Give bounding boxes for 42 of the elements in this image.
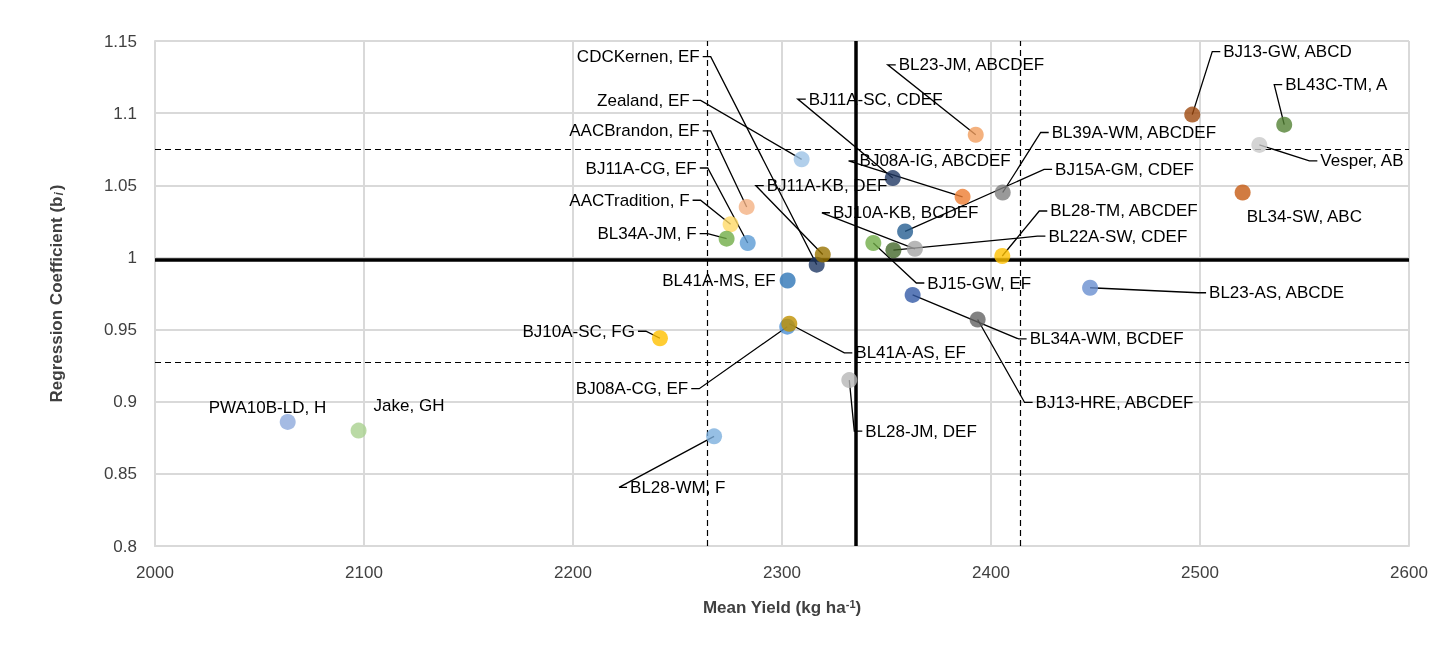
y-tick-label: 0.85	[103, 464, 137, 484]
annotation: BJ15A-GM, CDEF	[1055, 159, 1194, 179]
annotation: BL28-WM, F	[630, 477, 726, 497]
annotation: BJ15-GW, EF	[927, 273, 1032, 293]
y-axis-title: Regression Coefficient (bi)	[47, 184, 66, 403]
annotation: BL41A-MS, EF	[662, 271, 776, 291]
y-tick-label: 0.95	[103, 320, 137, 340]
y-tick-label: 1	[127, 247, 137, 267]
annotation: BL43C-TM, A	[1285, 75, 1388, 95]
annotation: Vesper, AB	[1320, 151, 1404, 171]
annotation: AACBrandon, EF	[569, 121, 700, 141]
annotation: BL28-TM, ABCDEF	[1050, 201, 1198, 221]
annotation: BL34-SW, ABC	[1246, 207, 1362, 226]
annotation: BJ10A-SC, FG	[522, 321, 635, 341]
annotation: BL39A-WM, ABCDEF	[1051, 123, 1217, 142]
annotation: BJ11A-CG, EF	[585, 158, 697, 178]
annotation: PWA10B-LD, H	[208, 398, 327, 418]
y-tick-label: 1.1	[113, 103, 137, 123]
x-tick-label: 2300	[763, 563, 801, 582]
y-tick-label: 0.8	[113, 536, 137, 556]
annotation: Zealand, EF	[597, 90, 690, 110]
annotation: Jake, GH	[373, 396, 445, 416]
x-tick-label: 2200	[554, 563, 592, 582]
annotation: BL22A-SW, CDEF	[1048, 226, 1188, 246]
x-tick-label: 2000	[136, 563, 174, 582]
annotation: BL23-AS, ABCDE	[1209, 283, 1345, 303]
annotation: CDCKernen, EF	[576, 47, 700, 67]
annotation: BL34A-JM, F	[597, 224, 697, 244]
annotation: BJ13-GW, ABCD	[1223, 42, 1352, 62]
annotation: BJ08A-CG, EF	[575, 379, 689, 399]
x-tick-label: 2500	[1181, 563, 1219, 582]
annotation: BL34A-WM, BCDEF	[1029, 329, 1184, 349]
y-tick-label: 1.15	[103, 31, 137, 51]
x-tick-label: 2400	[972, 563, 1010, 582]
annotation: BL28-JM, DEF	[865, 421, 977, 441]
annotation: BJ13-HRE, ABCDEF	[1035, 392, 1194, 412]
annotation: AACTradition, F	[569, 190, 690, 210]
annotation: BL23-JM, ABCDEF	[898, 55, 1045, 75]
x-tick-label: 2100	[345, 563, 383, 582]
x-tick-label: 2600	[1390, 563, 1428, 582]
y-tick-label: 0.9	[113, 392, 137, 412]
y-tick-label: 1.05	[103, 175, 137, 195]
